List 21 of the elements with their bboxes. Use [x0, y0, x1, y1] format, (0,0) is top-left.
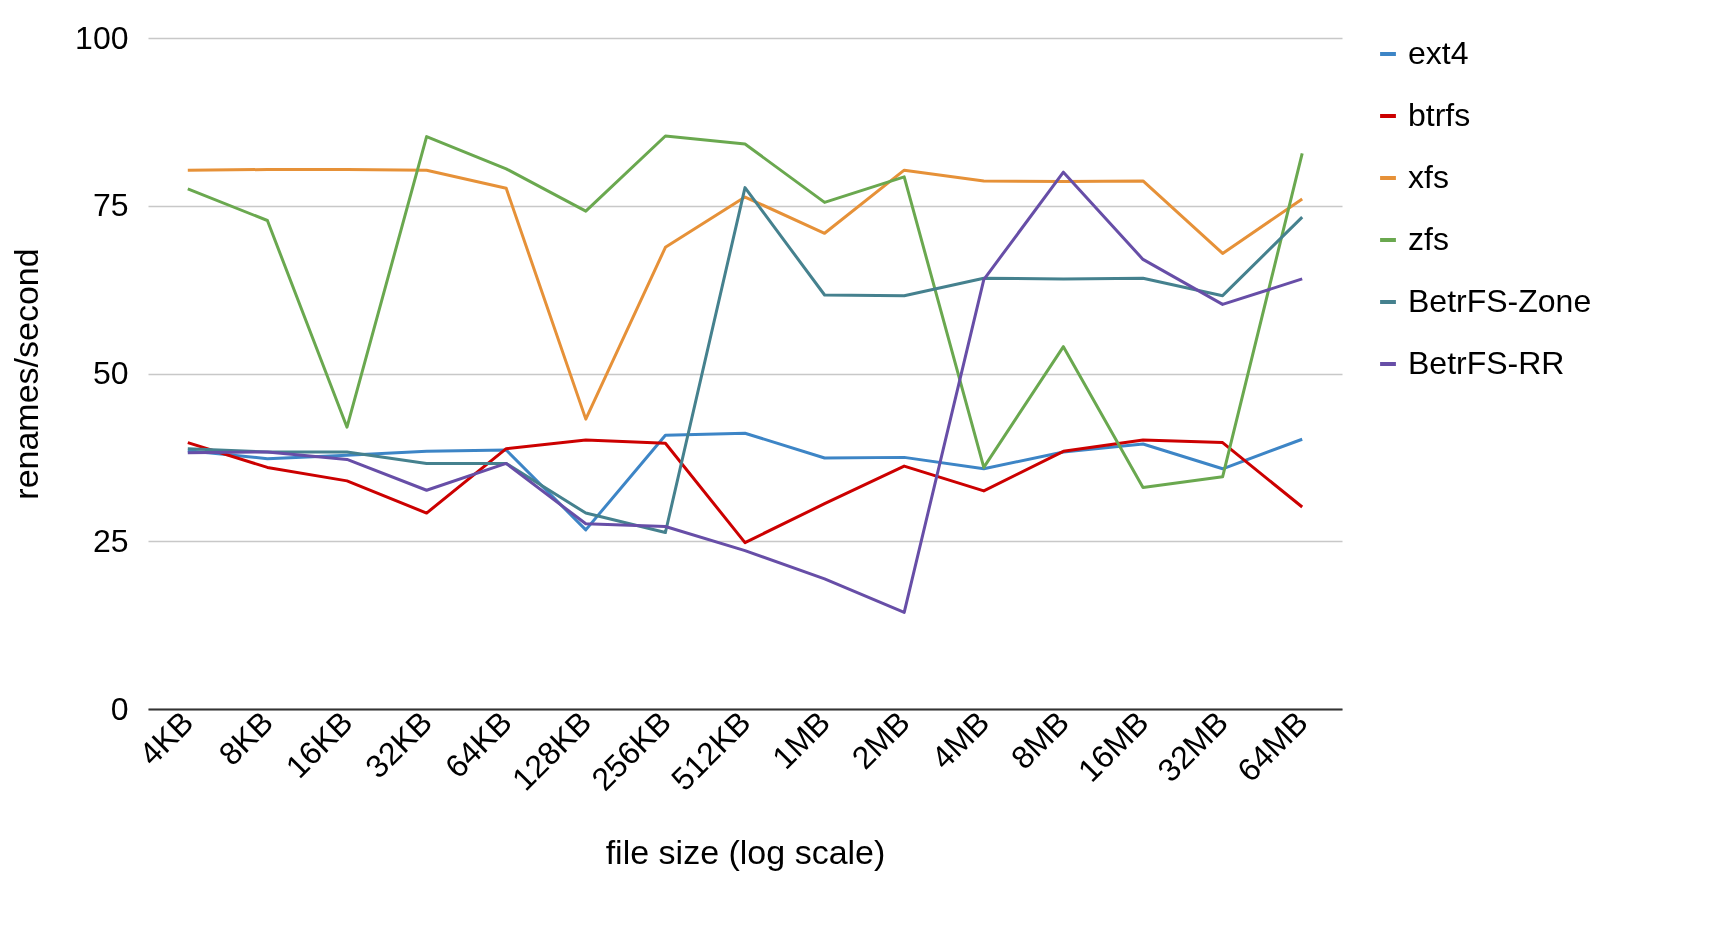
line-series — [186, 170, 1304, 614]
y-tick-label: 25 — [92, 522, 129, 559]
legend-label: btrfs — [1408, 97, 1471, 133]
y-tick-label: 100 — [75, 19, 129, 56]
y-tick-label: 75 — [92, 187, 129, 224]
line-series — [186, 438, 1304, 545]
y-tick-label: 0 — [110, 690, 129, 727]
y-tick-label: 50 — [92, 355, 129, 391]
line-series — [186, 134, 1304, 490]
x-tick-label: 8KB — [211, 704, 280, 773]
x-tick-label: 4MB — [924, 704, 997, 777]
legend-label: ext4 — [1408, 35, 1469, 71]
legend-label: zfs — [1408, 221, 1449, 257]
y-axis-title: renames/second — [7, 248, 46, 500]
line-series — [186, 186, 1304, 535]
x-axis-title: file size (log scale) — [605, 832, 886, 871]
legend-label: xfs — [1408, 159, 1449, 195]
line-series — [186, 168, 1304, 421]
x-tick-label: 4KB — [132, 704, 201, 773]
legend-label: BetrFS-Zone — [1408, 283, 1592, 319]
legend-label: BetrFS-RR — [1408, 345, 1565, 381]
